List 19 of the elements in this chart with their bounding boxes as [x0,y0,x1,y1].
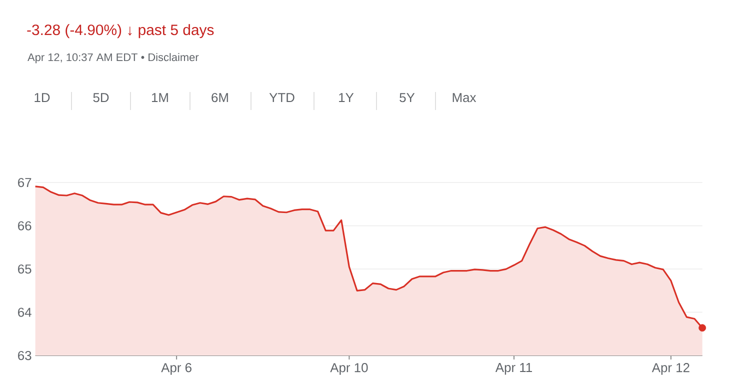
text: 5D [93,93,109,102]
text: Max [452,93,476,102]
text: 1D [34,93,50,102]
text: 1Y [339,93,354,102]
x-tick-label: Apr 6 [161,363,192,375]
chart-subtitle: -3.28 (-4.90%) ↓ past 5 days [27,24,214,38]
y-tick-label: 66 [18,221,32,230]
y-tick-label: 63 [18,350,32,360]
y-tick-label: 67 [18,178,32,188]
text: YTD [269,93,294,102]
text: 6M [212,92,228,102]
x-tick-label: Apr 12 [652,363,690,375]
text: 5Y [400,93,415,102]
x-tick-label: Apr 10 [330,363,368,375]
y-tick-label: 64 [18,308,32,317]
text: Apr 12, 10:37 AM EDT • Disclaimer [28,53,199,64]
x-tick-label: Apr 11 [495,363,532,375]
text: 1M [152,93,168,102]
y-tick-label: 65 [18,264,32,274]
